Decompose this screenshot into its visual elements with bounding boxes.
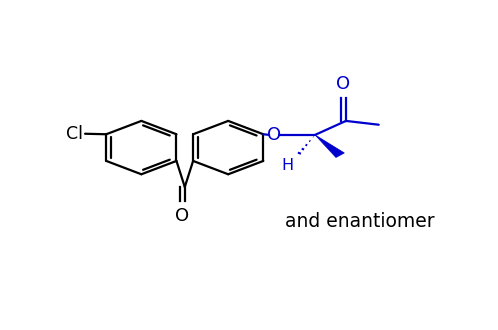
Text: O: O [175, 207, 189, 225]
Text: O: O [336, 75, 351, 93]
Polygon shape [315, 135, 344, 157]
Text: H: H [281, 158, 293, 173]
Text: O: O [267, 126, 281, 144]
Text: Cl: Cl [66, 125, 83, 143]
Text: and enantiomer: and enantiomer [285, 212, 434, 231]
